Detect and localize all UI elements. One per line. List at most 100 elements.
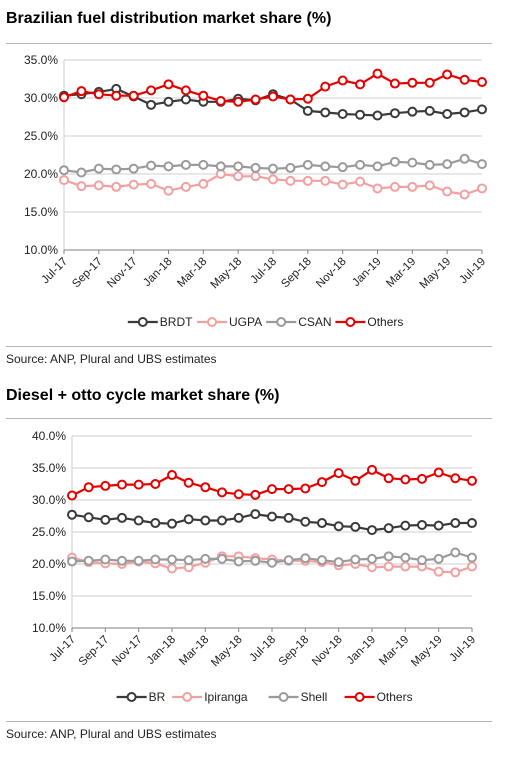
data-point-shell: [150, 554, 161, 565]
data-point-ipiranga: [167, 563, 177, 574]
data-point-shell: [83, 555, 94, 566]
y-tick-label: 35.0%: [32, 461, 66, 475]
legend-label: UGPA: [229, 315, 262, 329]
data-point-brdt: [407, 106, 418, 117]
data-point-brdt: [459, 107, 470, 118]
data-point-shell: [317, 555, 327, 566]
x-tick-label: Mar-19: [384, 256, 418, 290]
data-point-others: [450, 473, 461, 484]
y-tick-label: 35.0%: [24, 53, 58, 67]
data-point-ugpa: [407, 181, 418, 192]
data-point-csan: [442, 159, 453, 170]
data-point-others: [372, 68, 383, 79]
data-point-brdt: [302, 105, 313, 116]
x-tick-label: May-18: [209, 634, 245, 670]
legend-entry-brdt: BRDT: [127, 315, 193, 329]
data-point-shell: [350, 554, 361, 565]
data-point-shell: [433, 553, 444, 564]
x-tick-label: Jan-19: [345, 634, 378, 667]
legend-marker: [182, 692, 193, 702]
legend-entry-ugpa: UGPA: [197, 315, 262, 329]
data-point-others: [67, 490, 77, 501]
x-tick-label: Nov-18: [310, 634, 345, 669]
chart-panel-fuel-distribution: Brazilian fuel distribution market share…: [0, 0, 508, 375]
legend-label: Ipiranga: [204, 690, 248, 704]
data-point-others: [233, 96, 244, 107]
data-point-others: [302, 93, 313, 104]
data-point-ipiranga: [450, 567, 461, 578]
data-point-ugpa: [424, 180, 435, 191]
data-point-shell: [67, 556, 77, 567]
data-point-br: [200, 515, 211, 526]
legend-entry-others: Others: [335, 315, 403, 329]
data-point-brdt: [180, 94, 191, 105]
data-point-ugpa: [163, 185, 174, 196]
source-note: Source: ANP, Plural and UBS estimates: [6, 352, 217, 366]
data-point-others: [283, 484, 294, 495]
data-point-csan: [372, 161, 383, 172]
data-point-shell: [450, 547, 461, 558]
data-point-others: [407, 77, 418, 88]
y-tick-label: 10.0%: [24, 243, 58, 257]
data-point-br: [67, 509, 77, 520]
data-point-shell: [183, 555, 194, 566]
data-point-brdt: [372, 110, 383, 121]
data-point-ugpa: [250, 171, 261, 182]
data-point-others: [424, 77, 435, 88]
data-point-csan: [424, 159, 435, 170]
data-point-others: [350, 475, 361, 486]
data-point-csan: [477, 159, 487, 170]
data-point-ipiranga: [383, 561, 394, 572]
data-point-csan: [163, 161, 174, 172]
data-point-others: [100, 480, 111, 491]
data-point-others: [217, 487, 227, 498]
data-point-others: [215, 96, 226, 107]
data-point-brdt: [442, 108, 453, 119]
y-tick-label: 15.0%: [24, 205, 58, 219]
y-tick-label: 20.0%: [32, 557, 66, 571]
data-point-br: [333, 521, 344, 532]
legend-label: Others: [367, 315, 403, 329]
data-point-others: [133, 479, 144, 490]
data-point-others: [59, 92, 69, 103]
data-point-others: [367, 464, 377, 475]
data-point-br: [400, 520, 411, 531]
data-point-others: [163, 79, 174, 90]
x-tick-label: May-18: [209, 256, 245, 292]
source-note: Source: ANP, Plural and UBS estimates: [6, 727, 217, 741]
top-rule: [6, 418, 492, 419]
data-point-ugpa: [477, 183, 487, 194]
data-point-br: [367, 525, 377, 536]
data-point-ugpa: [302, 175, 313, 186]
x-tick-label: Jul-19: [447, 634, 478, 665]
data-point-br: [283, 512, 294, 523]
x-tick-label: Mar-19: [377, 634, 411, 668]
data-point-shell: [217, 553, 227, 564]
data-point-others: [250, 489, 261, 500]
data-point-others: [389, 78, 400, 89]
data-point-br: [250, 509, 261, 520]
data-point-br: [183, 514, 194, 525]
x-tick-label: May-19: [418, 256, 454, 292]
data-point-others: [285, 94, 296, 105]
data-point-ugpa: [76, 181, 87, 192]
legend-label: BR: [149, 690, 166, 704]
x-tick-label: Mar-18: [177, 634, 211, 668]
data-point-csan: [459, 153, 470, 164]
legend-entry-ipiranga: Ipiranga: [172, 690, 248, 704]
data-point-csan: [76, 167, 87, 178]
data-point-br: [233, 512, 244, 523]
data-point-shell: [167, 554, 177, 565]
y-tick-label: 20.0%: [24, 167, 58, 181]
data-point-shell: [133, 555, 144, 566]
data-point-others: [146, 85, 157, 96]
data-point-csan: [111, 164, 122, 175]
data-point-br: [350, 521, 361, 532]
data-point-ugpa: [459, 189, 470, 200]
legend-marker: [126, 692, 137, 702]
data-point-csan: [389, 156, 400, 167]
y-tick-label: 25.0%: [24, 129, 58, 143]
data-point-others: [355, 79, 366, 90]
x-tick-label: Jul-17: [47, 634, 78, 665]
data-point-shell: [117, 555, 127, 566]
